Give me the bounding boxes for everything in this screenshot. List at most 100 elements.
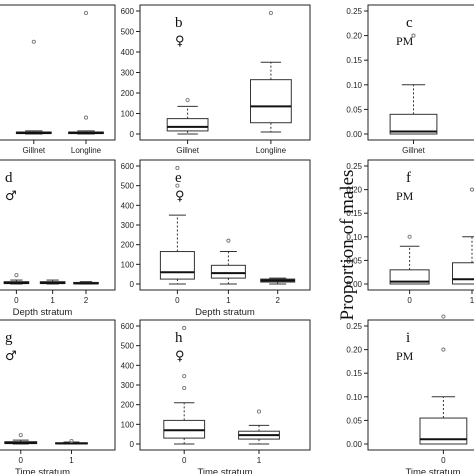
panel-frame (0, 319, 116, 451)
box-2 (260, 277, 296, 285)
panel-g: 0 1 Time stratum g ♂ (0, 319, 116, 474)
outlier-point (18, 433, 23, 438)
box-1 (39, 279, 66, 285)
outlier-point (407, 234, 412, 239)
iqr-box (452, 262, 474, 285)
panel-frame (0, 159, 116, 291)
outlier-point (256, 409, 262, 414)
outlier-point (411, 33, 416, 38)
panel-letter: f (406, 170, 411, 186)
x-tick-label: Gillnet (22, 146, 45, 155)
pm-label: PM (396, 189, 414, 203)
panel-letter: b (175, 15, 183, 31)
box-0 (163, 325, 206, 445)
y-tick-label: 600 (121, 162, 135, 171)
panel-letter: i (406, 330, 410, 346)
box-1 (238, 409, 280, 445)
y-tick-label: 0.15 (346, 209, 362, 218)
y-tick-label: 0 (130, 280, 135, 289)
y-tick-label: 0 (130, 440, 135, 449)
panel-letter: e (175, 170, 182, 186)
y-tick-label: 0.25 (346, 162, 362, 171)
x-tick-label: Longline (256, 146, 287, 155)
x-axis-label: Time stratum (405, 467, 460, 474)
panels-layer: Gillnet Longline0100200300400500600Gillne… (0, 4, 474, 474)
box-1 (452, 187, 474, 285)
panel-letter: c (406, 15, 413, 31)
outlier-point (83, 115, 89, 120)
outlier-point (175, 183, 180, 188)
y-tick-label: 0.00 (346, 440, 362, 449)
y-tick-label: 0.10 (346, 393, 362, 402)
panel-letter: h (175, 330, 183, 346)
x-tick-label: Longline (71, 146, 102, 155)
box-Gillnet (389, 33, 438, 135)
sex-symbol: ♂ (5, 349, 17, 364)
y-tick-label: 0.15 (346, 56, 362, 65)
y-tick-label: 300 (121, 221, 135, 230)
outlier-point (31, 39, 36, 44)
box-Longline (250, 10, 292, 133)
sex-symbol: ♀ (175, 349, 185, 364)
x-axis-label: Time stratum (197, 467, 252, 474)
x-tick-label: Gillnet (402, 146, 425, 155)
x-tick-label: 0 (441, 456, 446, 465)
panel-letter: g (5, 330, 13, 346)
y-tick-label: 500 (121, 182, 135, 191)
panel-d: 0 1 2 Depth stratum d ♂ (0, 159, 116, 318)
iqr-box (166, 118, 209, 132)
y-tick-label: 100 (121, 420, 135, 429)
box-1 (210, 238, 246, 285)
sex-symbol: ♀ (175, 34, 185, 49)
outlier-point (441, 347, 446, 352)
box-Gillnet (15, 39, 52, 135)
y-tick-label: 0.05 (346, 105, 362, 114)
y-tick-label: 300 (121, 381, 135, 390)
y-tick-label: 0 (130, 130, 135, 139)
outlier-point (182, 374, 187, 379)
y-tick-label: 0.20 (346, 346, 362, 355)
iqr-box (389, 269, 430, 285)
y-tick-label: 0.20 (346, 32, 362, 41)
y-tick-label: 400 (121, 201, 135, 210)
box-0 (419, 314, 468, 445)
iqr-box (389, 113, 438, 135)
box-0 (4, 433, 38, 445)
box-2 (73, 281, 99, 285)
x-tick-label: 2 (275, 296, 280, 305)
panel-frame (367, 319, 474, 451)
panel-c: 0.00 0.05 0.10 0.15 0.20 0.25 Gillnet c PM (346, 4, 474, 155)
y-tick-label: 600 (121, 322, 135, 331)
y-tick-label: 500 (121, 342, 135, 351)
y-tick-label: 0.20 (346, 186, 362, 195)
y-tick-label: 400 (121, 48, 135, 57)
panel-frame (0, 4, 116, 141)
x-tick-label: 0 (182, 456, 187, 465)
y-tick-label: 500 (121, 28, 135, 37)
x-axis-label: Time stratum (15, 467, 70, 474)
panel-f: 0.00 0.05 0.10 0.15 0.20 0.25 0 1 f PM (346, 159, 474, 305)
box-1 (55, 438, 88, 445)
y-tick-label: 100 (121, 260, 135, 269)
x-tick-label: Gillnet (176, 146, 199, 155)
outlier-point (226, 238, 231, 243)
x-axis-label: Depth stratum (13, 307, 73, 318)
y-tick-label: 0.15 (346, 369, 362, 378)
pm-label: PM (396, 349, 414, 363)
outlier-point (83, 10, 89, 16)
x-tick-label: 1 (50, 296, 55, 305)
panel-i: 0.00 0.05 0.10 0.15 0.20 0.25 0 Time stratum i PM (346, 314, 474, 474)
x-axis-label: Depth stratum (195, 307, 255, 318)
y-tick-label: 400 (121, 361, 135, 370)
outlier-point (182, 325, 187, 331)
iqr-box (159, 251, 195, 280)
y-tick-label: 0.25 (346, 7, 362, 16)
x-tick-label: 2 (84, 296, 89, 305)
y-tick-label: 0.10 (346, 81, 362, 90)
x-tick-label: 1 (69, 456, 74, 465)
y-tick-label: 600 (121, 7, 135, 16)
x-tick-label: 1 (226, 296, 231, 305)
panel-frame (367, 159, 474, 291)
box-0 (159, 165, 195, 285)
